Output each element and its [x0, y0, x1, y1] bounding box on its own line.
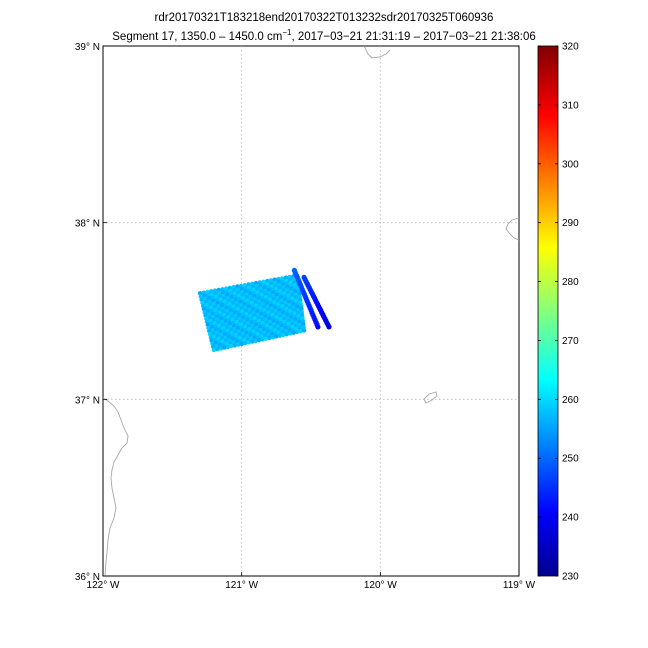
map-subtitle: Segment 17, 1350.0 – 1450.0 cm−1, 2017−0… — [0, 28, 648, 43]
colorbar-tick-label: 240 — [562, 513, 579, 524]
colorbar-tick-label: 320 — [562, 42, 579, 53]
colorbar-tick-label: 290 — [562, 218, 579, 229]
colorbar-tick-label: 300 — [562, 159, 579, 170]
swath-point — [215, 346, 220, 352]
coastline-lake-north — [363, 46, 391, 59]
latitude-tick-label: 39° N — [75, 42, 100, 53]
latitude-tick-label: 38° N — [75, 219, 100, 230]
swath-point — [218, 346, 224, 351]
swath-point — [288, 331, 293, 336]
swath-point — [281, 332, 286, 338]
swath-point — [246, 340, 251, 345]
coastline-west — [103, 397, 129, 576]
coastline — [103, 46, 519, 576]
longitude-tick-label: 122° W — [87, 580, 120, 591]
swath-point — [232, 343, 237, 348]
swath-point — [267, 335, 272, 341]
colorbar-ticks: 230 240 250 260 270 280 290 300 310 320 — [538, 42, 579, 583]
map-title: rdr20170321T183218end20170322T013232sdr2… — [154, 12, 494, 24]
track-point — [315, 324, 321, 330]
colorbar-tick-label: 230 — [562, 572, 579, 583]
colorbar-tick-label: 310 — [562, 100, 579, 111]
colorbar-tick-label: 250 — [562, 454, 579, 465]
swath-point — [225, 344, 230, 350]
swath-point — [236, 342, 241, 347]
swath-point — [284, 332, 289, 337]
swath-point — [298, 329, 303, 334]
colorbar-tick-label: 260 — [562, 395, 579, 406]
colorbar-tick-label: 280 — [562, 277, 579, 288]
swath-point — [211, 347, 217, 353]
colorbar-tick-label: 270 — [562, 336, 579, 347]
observation-layer — [197, 267, 332, 353]
swath-point — [301, 328, 307, 333]
latitude-tick-label: 36° N — [75, 572, 100, 583]
swath-point — [229, 343, 234, 349]
swath-point — [249, 339, 255, 344]
swath-point — [294, 329, 300, 335]
track-point — [326, 324, 332, 330]
swath-point — [242, 340, 248, 346]
swath-point — [274, 334, 279, 339]
coastline-lake-central — [423, 391, 438, 404]
subtitle-time-range: , 2017−03−21 21:31:19 – 2017−03−21 21:38… — [291, 30, 536, 43]
colorbar — [537, 45, 559, 577]
longitude-tick-label: 121° W — [225, 580, 258, 591]
swath-point — [291, 330, 296, 335]
swath-point — [277, 333, 282, 338]
swath-point — [260, 337, 265, 342]
swath-point — [256, 337, 262, 343]
coastline-lake-east — [505, 217, 519, 241]
longitude-tick-label: 119° W — [503, 580, 536, 591]
swath-point — [239, 341, 244, 347]
axis-ticks: 122° W 121° W 120° W 119° W 39° N 38° N 37° N 3… — [75, 42, 536, 591]
swath-point — [270, 335, 276, 340]
latitude-tick-label: 37° N — [75, 395, 100, 406]
subtitle-text: Segment 17, 1350.0 – 1450.0 cm — [112, 30, 283, 43]
swath-point — [222, 345, 227, 350]
subtitle-superscript: −1 — [282, 28, 292, 37]
swath-point — [253, 338, 258, 344]
longitude-tick-label: 120° W — [364, 580, 397, 591]
swath-point — [263, 336, 269, 341]
